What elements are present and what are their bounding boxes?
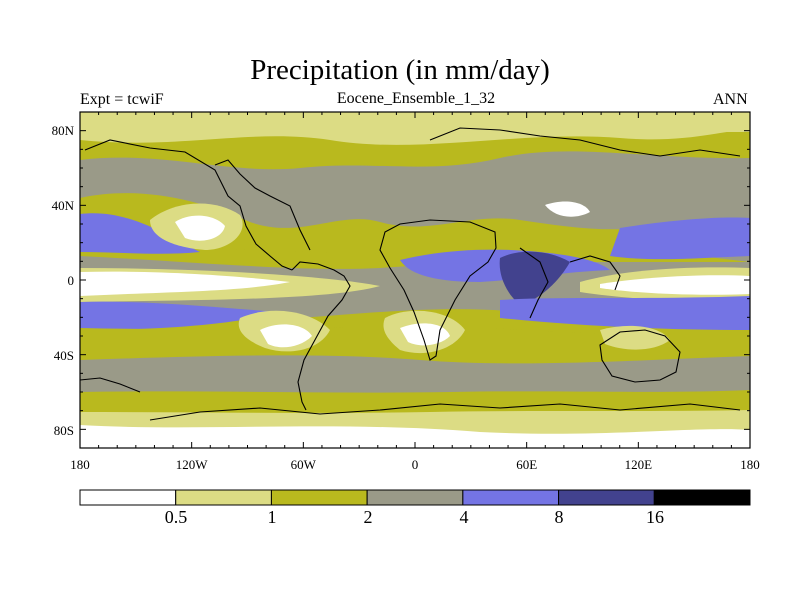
colorbar-label-2: 2	[364, 507, 373, 527]
lat-label-80s: 80S	[54, 423, 74, 438]
lat-label-80n: 80N	[52, 123, 75, 138]
axis-ticks	[79, 111, 751, 449]
ensemble-label: Eocene_Ensemble_1_32	[336, 90, 496, 107]
colorbar-box-0	[79, 489, 177, 506]
lat-label-40s: 40S	[54, 348, 74, 363]
coastlines	[80, 127, 741, 421]
colorbar-box-3	[366, 489, 464, 506]
lat-label-0: 0	[68, 273, 75, 288]
colorbar-label-0.5: 0.5	[165, 507, 188, 527]
colorbar-box-6	[653, 489, 751, 506]
lon-label-120w: 120W	[176, 457, 209, 472]
colorbar	[79, 489, 751, 506]
colorbar-box-2	[270, 489, 368, 506]
lon-label-60w: 60W	[291, 457, 317, 472]
colorbar-label-8: 8	[555, 507, 564, 527]
lon-label-180w: 180	[70, 457, 90, 472]
lon-label-120e: 120E	[625, 457, 653, 472]
experiment-label: Expt = tcwiF	[80, 91, 164, 108]
colorbar-label-16: 16	[646, 507, 664, 527]
lat-label-40n: 40N	[52, 198, 75, 213]
colorbar-box-4	[462, 489, 560, 506]
colorbar-box-5	[558, 489, 655, 506]
lon-label-180e: 180	[740, 457, 760, 472]
lon-label-0: 0	[412, 457, 419, 472]
colorbar-label-4: 4	[460, 507, 469, 527]
lon-label-60e: 60E	[516, 457, 537, 472]
plot-title: Precipitation (in mm/day)	[250, 54, 550, 86]
precip-field	[80, 112, 750, 448]
season-label: ANN	[713, 91, 748, 108]
colorbar-label-1: 1	[268, 507, 277, 527]
colorbar-box-1	[175, 489, 272, 506]
